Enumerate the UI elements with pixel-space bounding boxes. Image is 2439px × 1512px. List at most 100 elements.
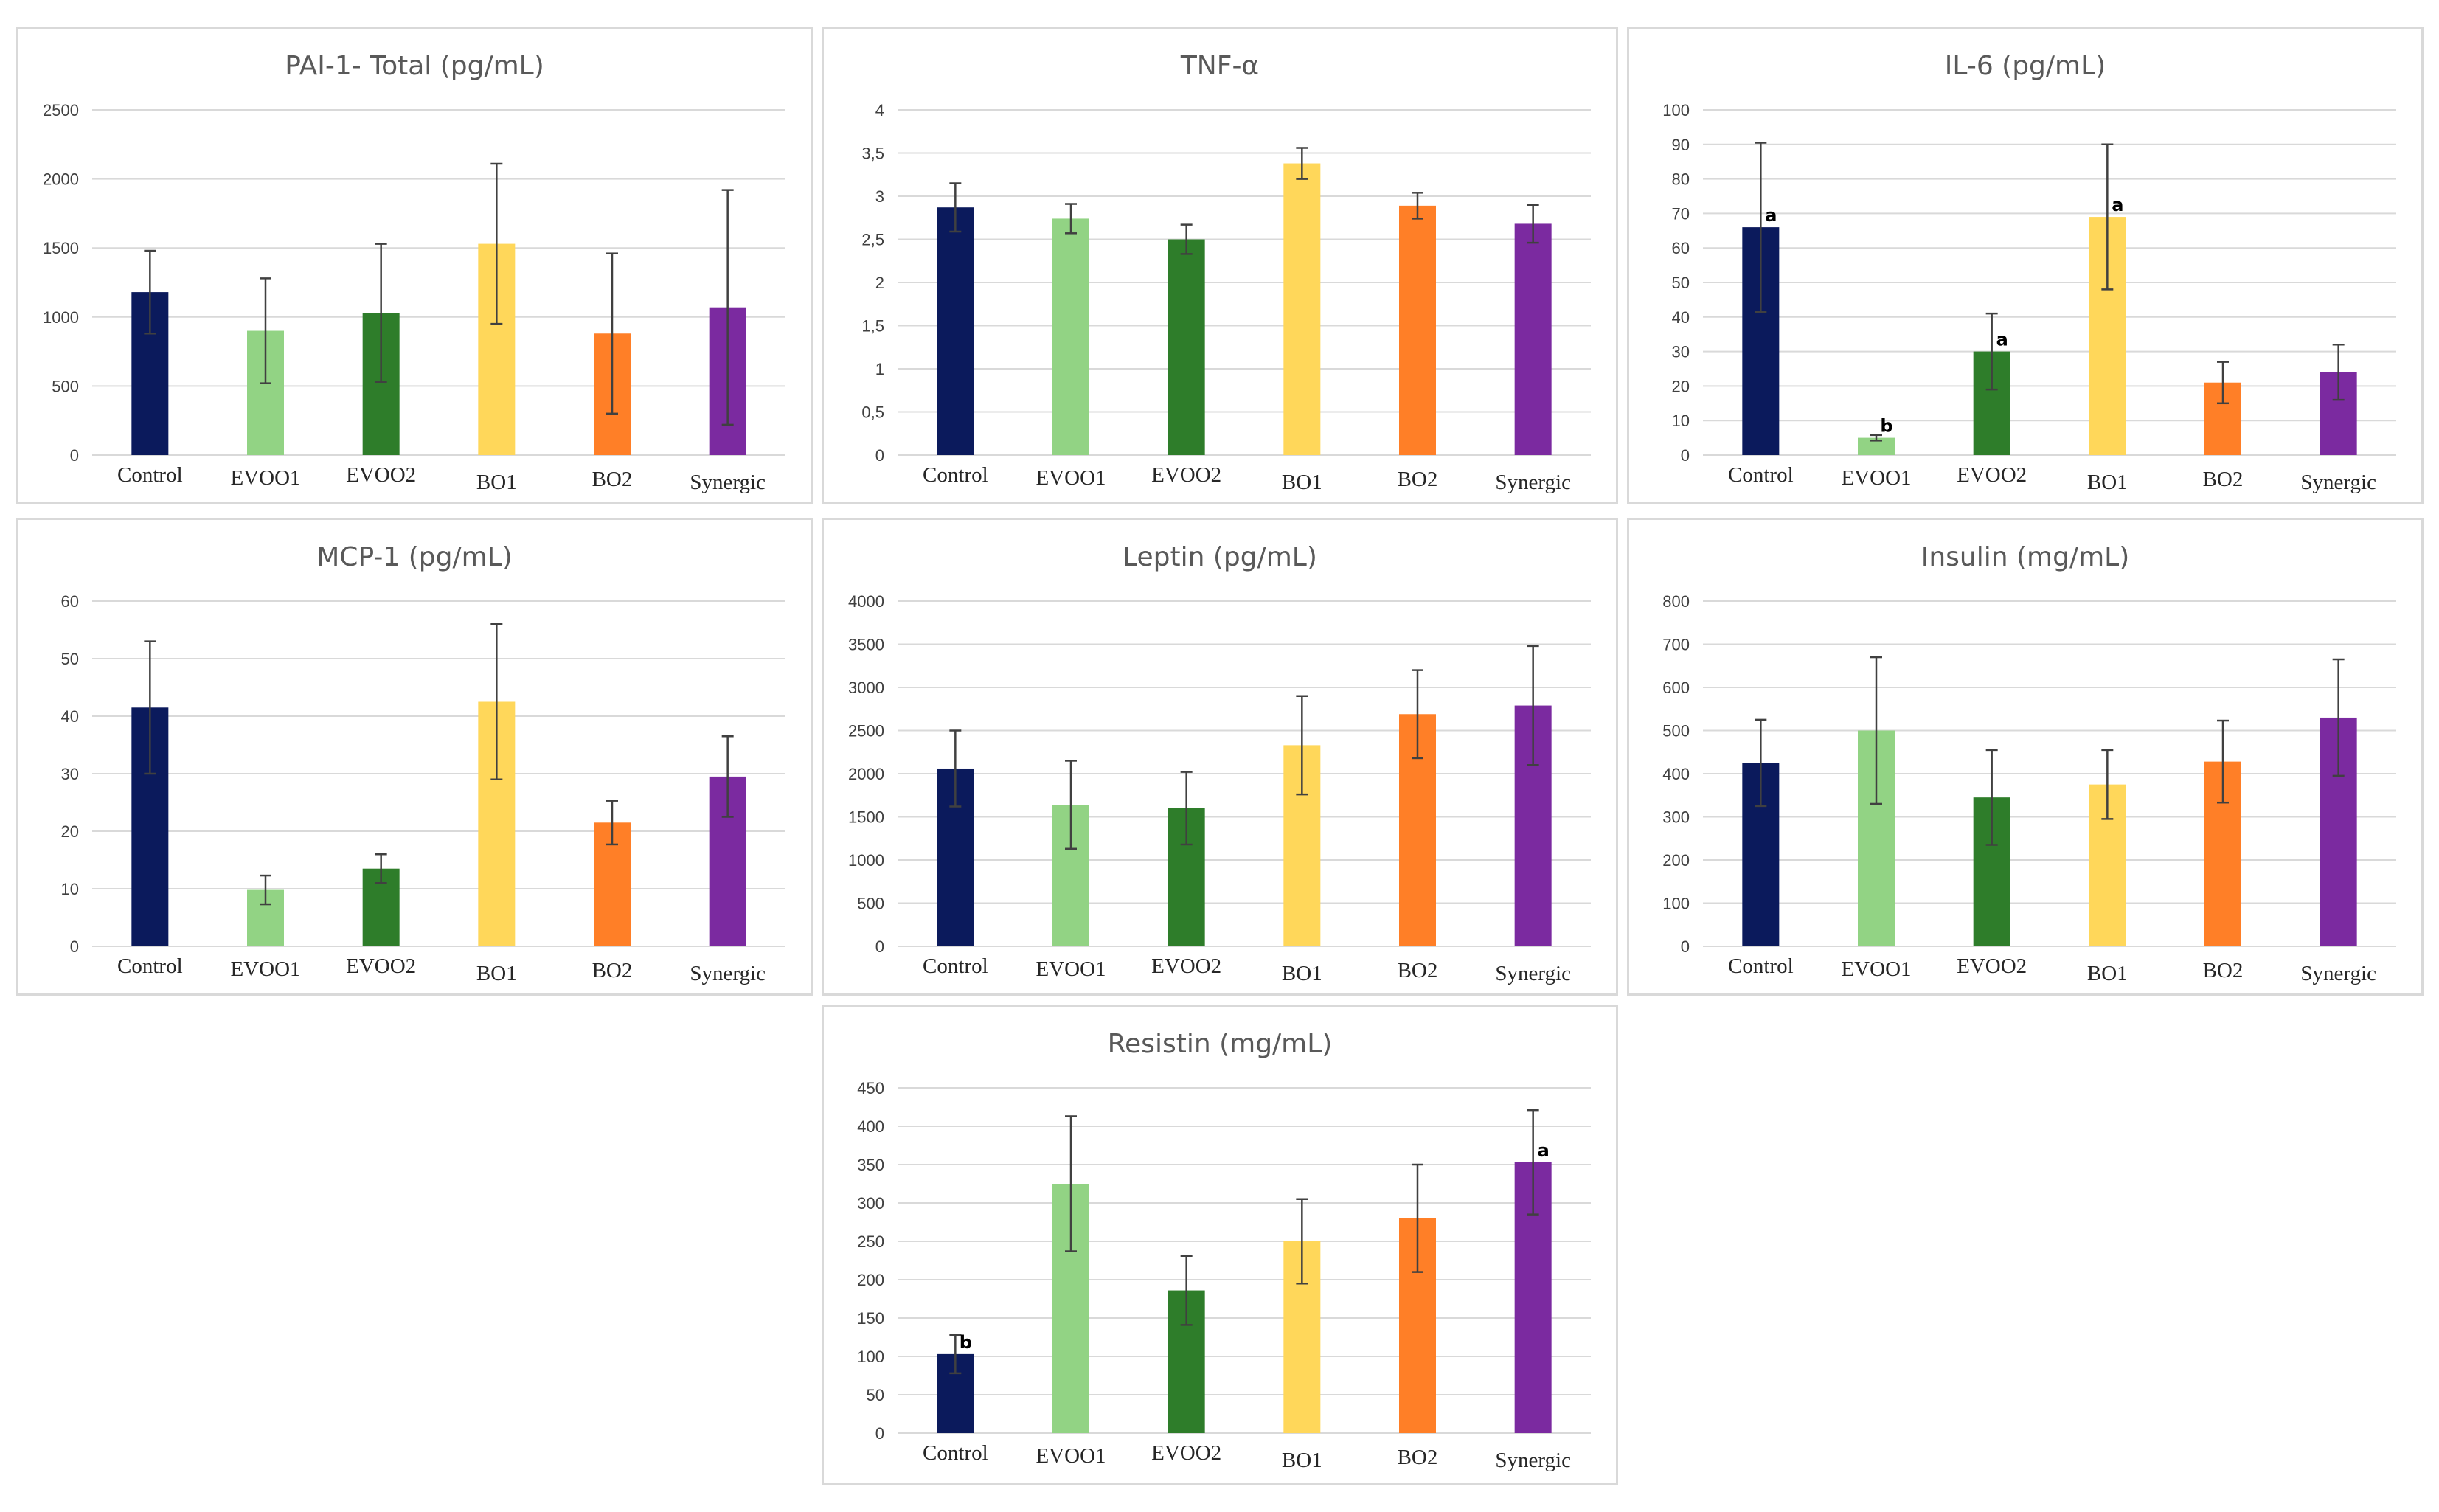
chart0-y-tick-label: 2000 <box>43 170 79 189</box>
chart0-error-bar-evoo1 <box>260 277 271 384</box>
chart2-error-bar-synergic <box>2332 343 2345 401</box>
chart2-x-tick-label: BO2 <box>2203 468 2244 491</box>
chart-panel-leptin: Leptin (pg/mL) 0 500 1000 1500 2000 2500 3000 35… <box>822 518 1618 996</box>
chart5-x-tick-label: EVOO1 <box>1841 957 1911 981</box>
chart1-bar-bo1 <box>1283 163 1321 456</box>
chart2-y-tick-label: 100 <box>1662 101 1690 119</box>
chart6-significance-control: b <box>960 1332 972 1353</box>
chart0-error-bar-evoo2 <box>375 243 387 384</box>
chart2-y-tick-label: 30 <box>1672 343 1690 361</box>
chart5-error-bar-bo1 <box>2101 749 2114 820</box>
chart6-y-tick-label: 0 <box>875 1424 884 1443</box>
chart1-x-tick-label: BO2 <box>1398 468 1438 491</box>
mcp1-chart-svg: MCP-1 (pg/mL) 0 10 20 30 40 50 60 Control EVOO1 EV… <box>61 542 785 985</box>
chart6-y-tick-label: 300 <box>857 1194 884 1213</box>
chart3-error-bar-evoo2 <box>375 853 387 884</box>
chart5-error-bar-control <box>1755 718 1767 808</box>
chart0-x-tick-label: BO1 <box>476 471 517 494</box>
chart5-y-tick-label: 200 <box>1662 851 1690 870</box>
chart-panel-resistin: Resistin (mg/mL) 0 50 100 150 200 250 300 350 400… <box>822 1005 1618 1485</box>
chart5-x-tick-label: Control <box>1728 954 1794 978</box>
chart1-error-bar-evoo1 <box>1065 203 1077 235</box>
chart5-error-bar-evoo1 <box>1870 656 1882 805</box>
chart-panel-insulin: Insulin (mg/mL) 0 100 200 300 400 500 600 700 800… <box>1627 518 2424 996</box>
chart4-x-tick-label: EVOO2 <box>1151 954 1221 978</box>
chart4-x-tick-label: EVOO1 <box>1035 957 1106 981</box>
chart-panel-il6: IL-6 (pg/mL) 0 10 20 30 40 50 60 70 80 90 100 a Contr… <box>1627 27 2424 504</box>
chart4-y-tick-label: 4000 <box>848 592 884 611</box>
chart1-x-tick-label: EVOO1 <box>1035 466 1106 490</box>
chart5-x-tick-label: EVOO2 <box>1957 954 2027 978</box>
chart6-error-bar-evoo1 <box>1065 1115 1077 1252</box>
chart4-error-bar-bo1 <box>1296 695 1308 796</box>
chart2-y-tick-label: 80 <box>1672 170 1690 189</box>
chart6-y-tick-label: 200 <box>857 1271 884 1289</box>
chart1-y-tick-label: 0 <box>875 446 884 465</box>
chart3-x-tick-label: Synergic <box>690 962 766 985</box>
chart2-y-tick-label: 40 <box>1672 308 1690 327</box>
chart1-x-tick-label: Control <box>923 463 988 487</box>
chart1-bar-synergic <box>1514 223 1552 455</box>
chart5-x-tick-label: Synergic <box>2300 962 2376 985</box>
chart2-x-tick-label: EVOO1 <box>1841 466 1911 490</box>
chart5-y-tick-label: 800 <box>1662 592 1690 611</box>
chart3-x-tick-label: BO2 <box>592 959 633 982</box>
chart2-x-tick-label: Synergic <box>2300 471 2376 494</box>
chart6-y-tick-label: 350 <box>857 1156 884 1174</box>
chart4-y-tick-label: 3500 <box>848 636 884 654</box>
chart0-x-tick-label: EVOO2 <box>346 463 416 487</box>
chart6-y-tick-label: 450 <box>857 1079 884 1097</box>
chart6-x-tick-label: BO1 <box>1282 1449 1322 1472</box>
chart6-x-tick-label: EVOO2 <box>1151 1441 1221 1465</box>
chart0-title: PAI-1- Total (pg/mL) <box>285 51 544 81</box>
chart5-title: Insulin (mg/mL) <box>1921 542 2130 572</box>
chart1-error-bar-synergic <box>1527 204 1539 244</box>
chart1-y-tick-label: 1 <box>875 360 884 378</box>
chart2-error-bar-evoo1 <box>1870 434 1882 442</box>
chart3-x-tick-label: EVOO2 <box>346 954 416 978</box>
chart3-y-tick-label: 60 <box>61 592 79 611</box>
chart2-y-tick-label: 70 <box>1672 204 1690 223</box>
chart5-y-tick-label: 100 <box>1662 895 1690 913</box>
chart3-error-bar-synergic <box>721 735 734 818</box>
chart5-y-tick-label: 0 <box>1681 937 1690 956</box>
chart1-x-tick-label: BO1 <box>1282 471 1322 494</box>
chart2-y-tick-label: 60 <box>1672 239 1690 257</box>
chart4-error-bar-bo2 <box>1412 669 1423 760</box>
chart-panel-mcp1: MCP-1 (pg/mL) 0 10 20 30 40 50 60 Control EVOO1 EV… <box>16 518 813 996</box>
chart6-error-bar-bo2 <box>1412 1163 1423 1273</box>
chart3-error-bar-evoo1 <box>260 874 271 906</box>
chart4-y-tick-label: 2000 <box>848 765 884 783</box>
chart1-title: TNF-α <box>1180 51 1259 81</box>
chart5-error-bar-synergic <box>2332 658 2345 777</box>
chart3-error-bar-bo1 <box>490 623 503 781</box>
chart0-error-bar-bo2 <box>606 252 618 415</box>
leptin-chart-svg: Leptin (pg/mL) 0 500 1000 1500 2000 2500 3000 35… <box>848 542 1591 985</box>
il6-chart-svg: IL-6 (pg/mL) 0 10 20 30 40 50 60 70 80 90 100 a Contr… <box>1662 51 2396 494</box>
chart1-error-bar-bo1 <box>1296 147 1308 180</box>
chart0-y-tick-label: 500 <box>52 377 79 395</box>
chart4-y-tick-label: 2500 <box>848 722 884 741</box>
chart0-y-tick-label: 2500 <box>43 101 79 119</box>
chart4-y-tick-label: 0 <box>875 937 884 956</box>
chart3-error-bar-bo2 <box>606 800 618 846</box>
chart1-y-tick-label: 2,5 <box>861 231 884 249</box>
chart6-error-bar-control <box>949 1334 962 1375</box>
chart6-y-tick-label: 50 <box>867 1386 884 1404</box>
chart6-significance-synergic: a <box>1538 1140 1550 1161</box>
chart6-y-tick-label: 150 <box>857 1309 884 1328</box>
tnf-alpha-chart-svg: TNF-α 0 0,5 1 1,5 2 2,5 3 3,5 4 Control EVOO1 EVOO2 B… <box>861 51 1591 494</box>
chart4-y-tick-label: 3000 <box>848 679 884 697</box>
chart4-x-tick-label: BO2 <box>1398 959 1438 982</box>
chart2-y-tick-label: 10 <box>1672 412 1690 430</box>
chart0-x-tick-label: Control <box>117 463 183 487</box>
chart0-x-tick-label: Synergic <box>690 471 766 494</box>
resistin-chart-svg: Resistin (mg/mL) 0 50 100 150 200 250 300 350 400… <box>857 1029 1591 1472</box>
chart5-x-tick-label: BO2 <box>2203 959 2244 982</box>
chart6-y-tick-label: 400 <box>857 1117 884 1136</box>
chart6-error-bar-synergic <box>1527 1109 1539 1216</box>
chart6-x-tick-label: Synergic <box>1495 1449 1571 1472</box>
chart5-error-bar-evoo2 <box>1985 749 1998 846</box>
chart3-y-tick-label: 40 <box>61 707 79 726</box>
chart4-error-bar-evoo2 <box>1180 771 1193 846</box>
